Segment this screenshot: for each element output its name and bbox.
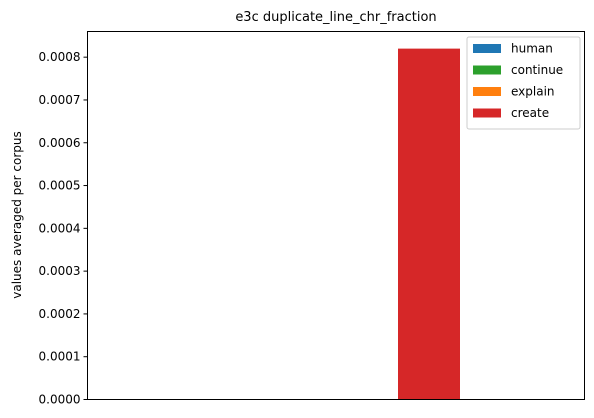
legend-label-explain: explain [511,85,555,99]
y-tick-label: 0.0003 [39,264,81,278]
y-tick-label: 0.0006 [39,136,81,150]
legend: human continue explain create [466,36,581,130]
legend-swatch-human [473,44,501,53]
legend-swatch-create [473,108,501,118]
legend-box [466,36,581,130]
y-tick-label: 0.0008 [39,50,81,64]
y-tick-label: 0.0000 [39,393,81,407]
legend-swatch-explain [473,87,501,96]
bars [398,48,460,400]
y-axis-label: values averaged per corpus [10,131,24,299]
y-tick-label: 0.0004 [39,221,81,235]
y-tick-label: 0.0005 [39,179,81,193]
chart-title: e3c duplicate_line_chr_fraction [235,10,436,25]
legend-label-human: human [511,42,553,56]
y-axis-ticks: 0.0000 0.0001 0.0002 0.0003 0.0004 0.0005 0.00… [39,50,88,407]
legend-swatch-continue [473,65,501,75]
bar-create [398,48,460,400]
legend-label-create: create [511,106,549,120]
y-tick-label: 0.0002 [39,307,81,321]
plot-area-frame [87,31,585,400]
legend-label-continue: continue [511,63,563,77]
y-tick-label: 0.0001 [39,350,81,364]
y-tick-label: 0.0007 [39,93,81,107]
